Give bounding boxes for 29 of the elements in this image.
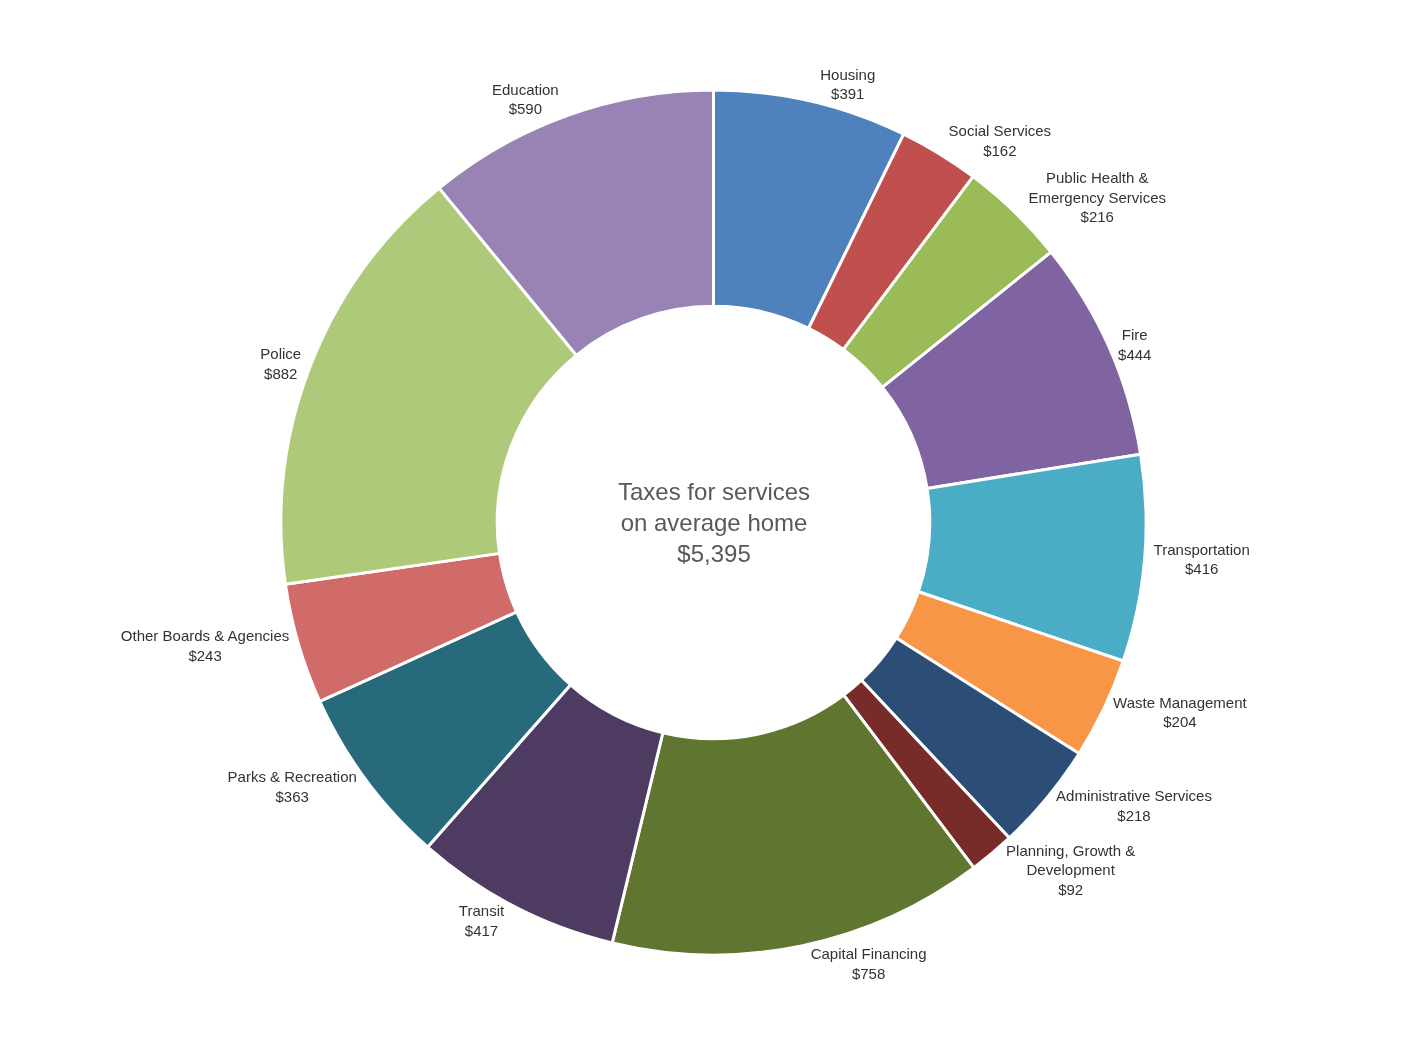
slice-label: Administrative Services (1056, 787, 1212, 805)
slice-label: Parks & Recreation (227, 768, 357, 786)
slice-label: Police (260, 345, 302, 363)
data-label: $216 (1080, 208, 1114, 226)
data-label: $204 (1163, 713, 1197, 731)
slice-label: Public Health & Emergency Services (1028, 169, 1167, 206)
data-label: $444 (1118, 345, 1152, 363)
slice-label: Transit (458, 902, 505, 920)
slice-label: Waste Management (1113, 693, 1248, 711)
data-label: $162 (983, 141, 1017, 159)
data-label: $882 (264, 364, 298, 382)
slice-label: Housing (820, 65, 876, 83)
data-label: $758 (851, 964, 886, 982)
slice-label: Capital Financing (810, 945, 927, 963)
text: Taxes for services on average home $5,395 (618, 478, 811, 568)
data-label: $218 (1117, 806, 1151, 824)
data-label: $417 (464, 921, 499, 939)
data-label: $590 (508, 100, 543, 118)
slice-label: Education (492, 80, 559, 98)
data-label: $92 (1058, 880, 1084, 898)
slice-label: Planning, Growth & Development (1006, 841, 1136, 879)
data-label: $416 (1185, 560, 1219, 578)
data-label: $391 (831, 85, 865, 103)
slice-label: Other Boards & Agencies (120, 627, 290, 645)
slice-label: Fire (1121, 326, 1148, 344)
data-label: $363 (275, 787, 309, 805)
slice-label: Social Services (948, 122, 1052, 140)
data-label: $243 (188, 646, 222, 664)
slice-label: Transportation (1153, 540, 1250, 558)
